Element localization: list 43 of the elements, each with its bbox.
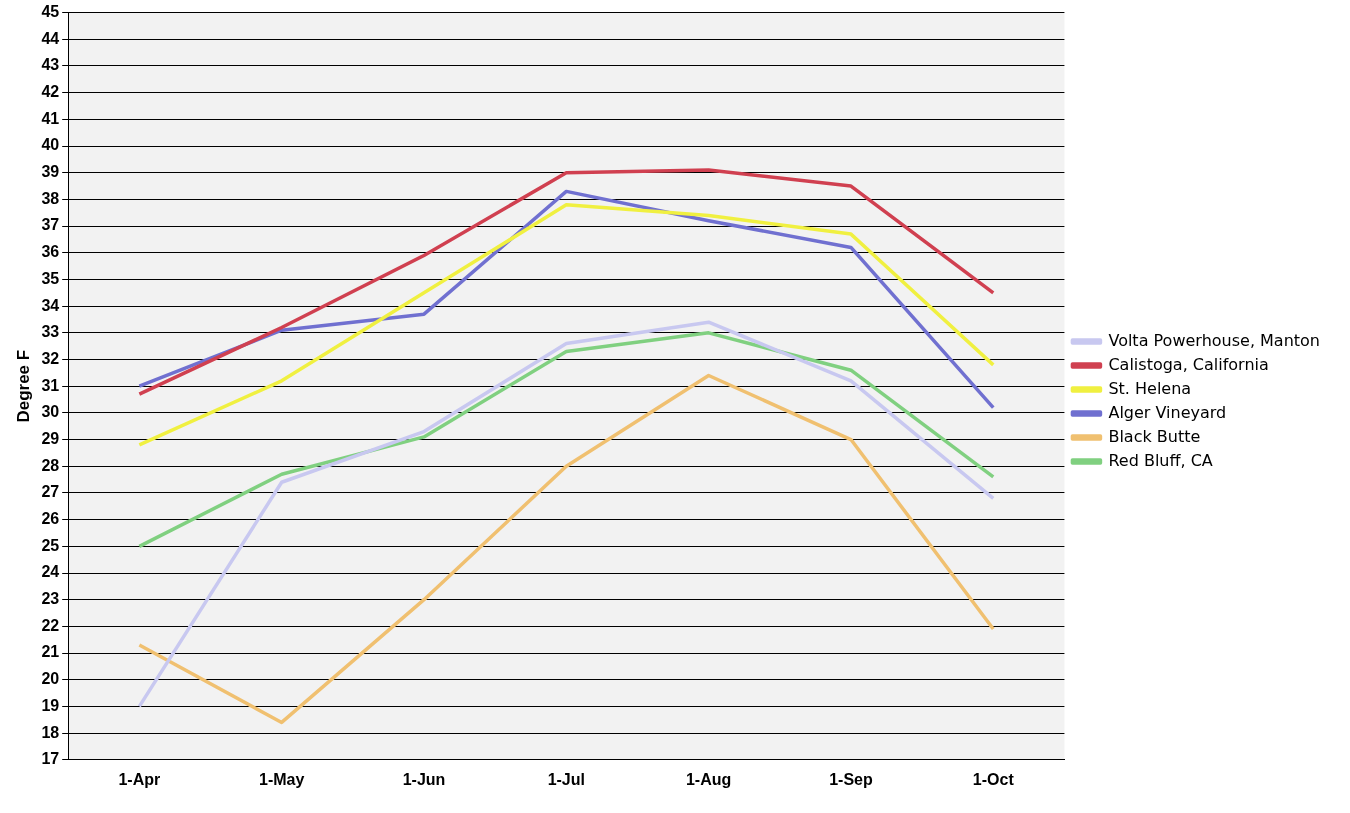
y-tick-label: 41 [41, 109, 60, 127]
y-tick-label: 18 [41, 723, 60, 741]
x-tick-label: 1-Sep [829, 770, 873, 788]
y-tick-label: 26 [41, 510, 60, 528]
legend-label: Red Bluff, CA [1108, 450, 1213, 470]
x-tick-label: 1-May [259, 770, 305, 788]
y-tick-label: 35 [41, 269, 60, 287]
y-tick-label: 20 [41, 670, 60, 688]
y-tick-label: 31 [41, 376, 60, 394]
y-tick-label: 22 [41, 616, 60, 634]
y-tick-label: 44 [41, 29, 60, 47]
legend-label: Alger Vineyard [1108, 402, 1227, 422]
y-tick-label: 39 [41, 163, 60, 181]
y-tick-label: 29 [41, 429, 60, 447]
y-tick-label: 23 [41, 590, 60, 608]
y-tick-label: 21 [41, 643, 60, 661]
y-tick-label: 32 [41, 349, 60, 367]
x-tick-label: 1-Jul [547, 770, 585, 788]
y-tick-label: 42 [41, 83, 60, 101]
y-tick-label: 33 [41, 323, 60, 341]
y-axis-title: Degree F [13, 349, 33, 423]
legend-label: Calistoga, California [1108, 354, 1269, 374]
legend-label: St. Helena [1108, 378, 1192, 398]
y-tick-label: 40 [41, 136, 60, 154]
legend-label: Black Butte [1108, 426, 1201, 446]
x-tick-label: 1-Oct [972, 770, 1015, 788]
x-tick-label: 1-Aug [685, 770, 732, 788]
y-tick-label: 36 [41, 243, 60, 261]
y-tick-label: 34 [41, 296, 60, 314]
y-tick-label: 17 [41, 750, 60, 768]
y-tick-label: 24 [41, 563, 60, 581]
y-tick-label: 30 [41, 403, 60, 421]
y-tick-label: 25 [41, 536, 60, 554]
x-tick-label: 1-Jun [402, 770, 446, 788]
x-tick-label: 1-Apr [118, 770, 161, 788]
y-tick-label: 28 [41, 456, 60, 474]
y-tick-label: 19 [41, 696, 60, 714]
legend-label: Volta Powerhouse, Manton [1108, 330, 1321, 350]
y-tick-label: 45 [41, 3, 60, 21]
y-tick-label: 38 [41, 189, 60, 207]
y-tick-label: 27 [41, 483, 60, 501]
y-tick-label: 37 [41, 216, 60, 234]
y-tick-label: 43 [41, 56, 60, 74]
